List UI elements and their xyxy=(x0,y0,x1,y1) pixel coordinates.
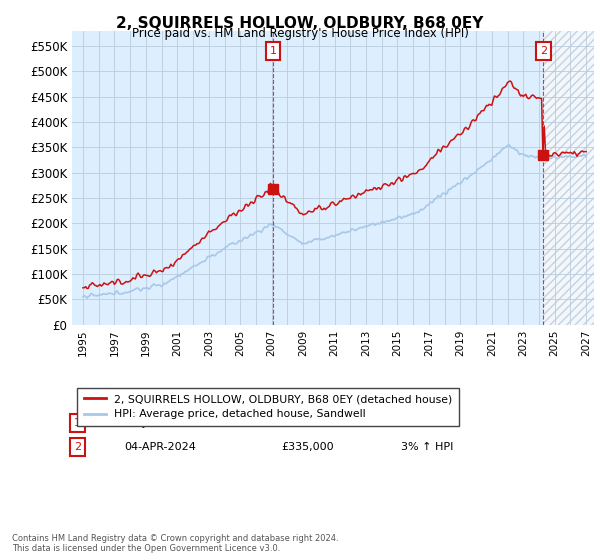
Legend: 2, SQUIRRELS HOLLOW, OLDBURY, B68 0EY (detached house), HPI: Average price, deta: 2, SQUIRRELS HOLLOW, OLDBURY, B68 0EY (d… xyxy=(77,388,459,426)
Text: 2: 2 xyxy=(74,442,81,452)
Text: £267,500: £267,500 xyxy=(281,418,334,428)
Text: 2: 2 xyxy=(539,46,547,56)
Text: 2, SQUIRRELS HOLLOW, OLDBURY, B68 0EY: 2, SQUIRRELS HOLLOW, OLDBURY, B68 0EY xyxy=(116,16,484,31)
Text: 29-JAN-2007: 29-JAN-2007 xyxy=(124,418,194,428)
Text: 3% ↑ HPI: 3% ↑ HPI xyxy=(401,442,453,452)
Text: 04-APR-2024: 04-APR-2024 xyxy=(124,442,196,452)
Text: Price paid vs. HM Land Registry's House Price Index (HPI): Price paid vs. HM Land Registry's House … xyxy=(131,27,469,40)
Text: 1: 1 xyxy=(269,46,277,56)
Text: 38% ↑ HPI: 38% ↑ HPI xyxy=(401,418,460,428)
Text: Contains HM Land Registry data © Crown copyright and database right 2024.
This d: Contains HM Land Registry data © Crown c… xyxy=(12,534,338,553)
Text: 1: 1 xyxy=(74,418,81,428)
Text: £335,000: £335,000 xyxy=(281,442,334,452)
